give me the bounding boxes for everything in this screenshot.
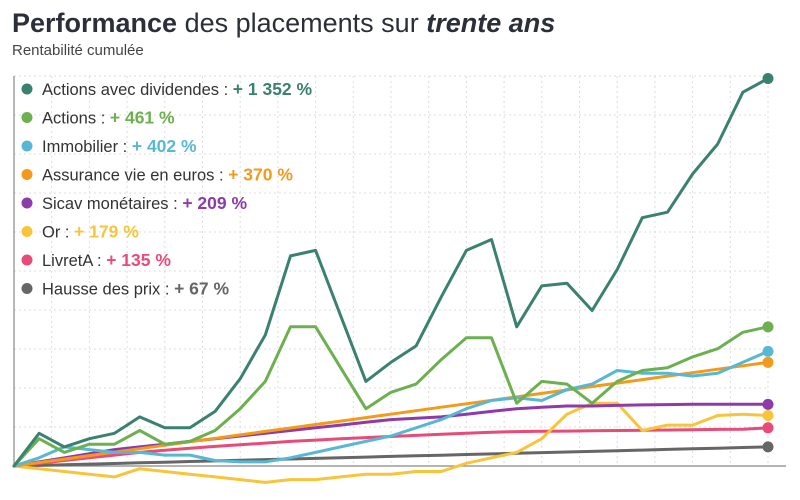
legend-item-hausse-des-prix: Hausse des prix : + 67 % [42, 279, 229, 299]
series-line-assurance-vie-en-euros [12, 360, 770, 468]
title-regular-part: des placements sur [177, 8, 427, 38]
series-line-actions [12, 325, 770, 468]
series-end-marker-hausse-des-prix [762, 441, 774, 453]
legend-label: Immobilier : [42, 138, 132, 156]
legend-value: + 135 % [106, 250, 171, 270]
series-end-marker-actions [762, 321, 774, 333]
series-line-hausse-des-prix [12, 445, 770, 468]
series-end-marker-sicav-monetaires [762, 398, 774, 410]
legend-item-assurance-vie-en-euros: Assurance vie en euros : + 370 % [42, 165, 293, 185]
legend-value: + 461 % [110, 108, 175, 128]
legend-marker-immobilier [21, 140, 33, 152]
title-italic-part: trente ans [426, 8, 556, 38]
chart-title: Performance des placements sur trente an… [12, 8, 555, 39]
legend-marker-hausse-des-prix [21, 283, 33, 294]
legend-label: LivretA : [42, 252, 106, 270]
title-bold-part: Performance [12, 8, 178, 38]
legend-label: Hausse des prix : [42, 281, 174, 299]
series-lines [12, 73, 774, 484]
legend-label: Actions avec dividendes : [42, 81, 233, 99]
chart-subtitle: Rentabilité cumulée [12, 42, 144, 59]
legend-label: Actions : [42, 110, 110, 128]
legend-item-actions-avec-dividendes: Actions avec dividendes : + 1 352 % [42, 79, 313, 99]
legend-label: Sicav monétaires : [42, 195, 182, 213]
legend-value: + 370 % [228, 165, 293, 185]
legend-value: + 179 % [74, 222, 139, 242]
legend-marker-actions-avec-dividendes [21, 83, 33, 95]
series-line-or [12, 401, 770, 484]
series-end-marker-immobilier [762, 345, 774, 357]
legend-marker-livreta [21, 254, 33, 266]
legend-value: + 67 % [174, 279, 229, 299]
legend-item-livreta: LivretA : + 135 % [42, 250, 171, 270]
legend: Actions avec dividendes : + 1 352 %Actio… [21, 79, 313, 299]
series-end-marker-actions-avec-dividendes [762, 73, 774, 85]
legend-value: + 1 352 % [233, 79, 313, 99]
legend-item-sicav-monetaires: Sicav monétaires : + 209 % [42, 193, 247, 213]
series-line-sicav-monetaires [12, 402, 770, 468]
legend-label: Or : [42, 224, 74, 242]
legend-marker-assurance-vie-en-euros [21, 169, 33, 180]
legend-marker-sicav-monetaires [21, 197, 33, 209]
legend-item-or: Or : + 179 % [42, 222, 139, 242]
series-line-actions-avec-dividendes [12, 77, 770, 468]
legend-marker-or [21, 226, 33, 237]
series-end-marker-livreta [762, 422, 774, 434]
series-line-immobilier [12, 349, 770, 468]
legend-item-actions: Actions : + 461 % [42, 108, 175, 128]
legend-marker-actions [21, 112, 33, 123]
legend-value: + 209 % [182, 193, 247, 213]
grid [13, 75, 769, 466]
series-end-marker-assurance-vie-en-euros [762, 356, 774, 368]
axes [13, 76, 786, 467]
legend-label: Assurance vie en euros : [42, 167, 228, 185]
legend-value: + 402 % [132, 136, 197, 156]
series-end-marker-or [762, 410, 774, 422]
legend-item-immobilier: Immobilier : + 402 % [42, 136, 197, 156]
